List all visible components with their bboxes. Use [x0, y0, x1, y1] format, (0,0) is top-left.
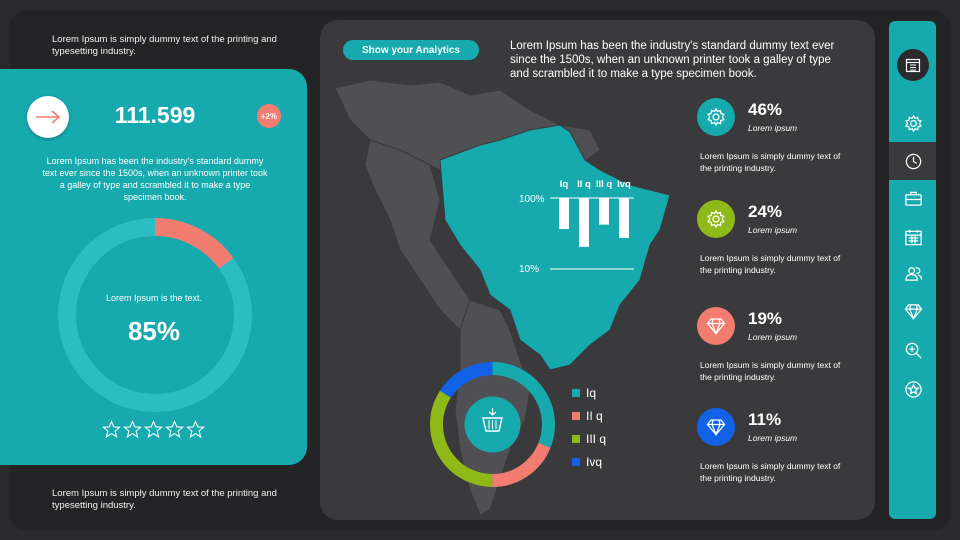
legend-label: Iq — [586, 385, 597, 400]
bar-category-label: III q — [596, 179, 613, 190]
calendar-icon — [904, 229, 922, 245]
star-icon[interactable] — [186, 420, 205, 439]
stat-description: Lorem Ipsum is simply dummy text of the … — [700, 360, 841, 382]
legend-item: Ivq — [572, 450, 606, 473]
bar-category-label: II q — [577, 179, 591, 190]
sidebar-item-diamond[interactable] — [894, 297, 932, 325]
progress-donut — [58, 218, 252, 412]
stat-value: 24% — [748, 202, 783, 221]
ring-legend: Iq II q III q Ivq — [572, 381, 606, 473]
star-icon[interactable] — [102, 420, 121, 439]
zoom-in-icon — [905, 342, 922, 359]
sidebar-item-clock[interactable] — [894, 147, 932, 175]
stat-icon-badge — [697, 408, 735, 446]
stat-value: 19% — [748, 309, 783, 328]
diamond-icon — [706, 318, 726, 336]
stat-description: Lorem Ipsum is simply dummy text of the … — [700, 461, 841, 483]
ring-segment-3 — [430, 362, 555, 487]
gear-icon — [904, 114, 922, 132]
sidebar-item-users[interactable] — [894, 259, 932, 287]
clock-icon — [905, 153, 921, 169]
bar-3 — [599, 198, 609, 225]
gear-icon — [707, 209, 725, 229]
stat-label: Lorem ipsum — [748, 332, 798, 342]
quarter-ring-chart — [430, 362, 555, 487]
legend-label: III q — [586, 431, 607, 446]
arrow-right-icon — [36, 110, 61, 124]
sidebar-item-star[interactable] — [894, 375, 932, 403]
sidebar-item-zoom-in[interactable] — [894, 336, 932, 364]
star-icon — [904, 380, 922, 398]
legend-label: Ivq — [586, 454, 603, 469]
bar-1 — [559, 198, 569, 230]
legend-label: II q — [586, 408, 603, 423]
legend-swatch — [572, 411, 580, 420]
legend-item: Iq — [572, 381, 606, 404]
star-icon[interactable] — [165, 420, 184, 439]
bar-category-label: Iq — [560, 179, 569, 190]
bar-4 — [619, 198, 629, 238]
total-number: 111.599 — [114, 102, 196, 128]
legend-item: III q — [572, 427, 606, 450]
change-badge: +2% — [257, 104, 281, 128]
donut-label: Lorem Ipsum is the text. — [105, 293, 203, 303]
map-brazil — [439, 124, 671, 371]
sidebar-item-gear[interactable] — [894, 109, 932, 137]
show-analytics-button[interactable]: Show your Analytics — [343, 40, 479, 60]
legend-item: II q — [572, 404, 606, 427]
stat-value: 11% — [748, 410, 782, 429]
card-description: Lorem Ipsum has been the industry's stan… — [42, 156, 268, 202]
stat-icon-badge — [697, 200, 735, 238]
right-sidebar — [889, 21, 936, 519]
diamond-icon — [706, 419, 726, 437]
legend-swatch — [572, 457, 580, 466]
stat-value: 46% — [748, 100, 783, 119]
legend-swatch — [572, 434, 580, 443]
users-icon — [904, 266, 922, 281]
quarter-bar-chart: 100% 10% Iq II q III q Ivq — [519, 179, 634, 275]
sidebar-item-calendar[interactable] — [894, 223, 932, 251]
bottom-note: Lorem Ipsum is simply dummy text of the … — [52, 488, 277, 511]
stat-description: Lorem Ipsum is simply dummy text of the … — [700, 151, 841, 173]
stat-description: Lorem Ipsum is simply dummy text of the … — [700, 253, 841, 275]
shopping-basket-icon — [482, 408, 503, 432]
star-icon[interactable] — [144, 420, 163, 439]
top-note: Lorem Ipsum is simply dummy text of the … — [52, 34, 277, 57]
donut-progress-arc — [58, 218, 252, 412]
calendar-grid-icon — [905, 58, 921, 73]
stat-label: Lorem ipsum — [748, 123, 798, 133]
stat-icon-badge — [697, 307, 735, 345]
ring-segment-2 — [430, 362, 555, 487]
donut-percent: 85% — [127, 316, 181, 346]
bar-category-label: Ivq — [617, 179, 631, 190]
sidebar-item-briefcase[interactable] — [894, 184, 932, 212]
briefcase-icon — [904, 191, 922, 206]
stat-label: Lorem ipsum — [748, 433, 798, 443]
star-icon[interactable] — [123, 420, 142, 439]
stat-label: Lorem ipsum — [748, 225, 798, 235]
stat-icon-badge — [697, 98, 735, 136]
arrow-right-button[interactable] — [27, 96, 69, 138]
tick-label-bottom: 10% — [519, 264, 539, 275]
south-america-map — [334, 79, 671, 516]
tick-label-top: 100% — [519, 194, 545, 205]
sidebar-item-calendar-grid[interactable] — [897, 49, 929, 81]
gear-icon — [707, 107, 725, 127]
bar-2 — [579, 198, 589, 247]
star-rating[interactable] — [102, 420, 205, 439]
legend-swatch — [572, 388, 580, 397]
ring-segment-1 — [430, 362, 555, 487]
headline-text: Lorem Ipsum has been the industry's stan… — [510, 40, 835, 80]
diamond-icon — [904, 303, 922, 320]
